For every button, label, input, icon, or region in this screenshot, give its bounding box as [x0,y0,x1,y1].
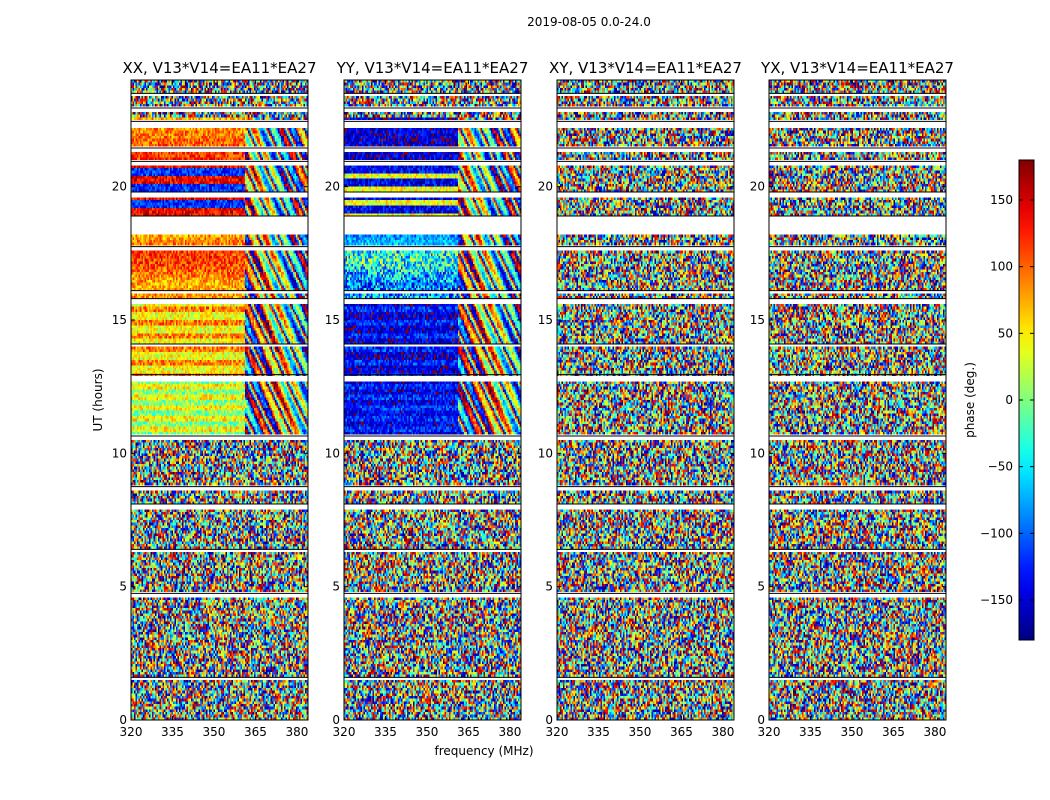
y-tick-label: 20 [750,180,765,194]
x-tick-label: 380 [711,725,734,739]
y-tick-label: 0 [545,713,553,727]
panel-yy: YY, V13*V14=EA11*EA27 320 335 350 365 380 0 5 10… [325,59,529,739]
colorbar-tick-label: 50 [998,326,1013,340]
y-tick-label: 0 [332,713,340,727]
x-tick-label: 380 [923,725,946,739]
heatmap-image [344,80,521,720]
panel-title: XY, V13*V14=EA11*EA27 [549,59,742,77]
colorbar-tick-label: −50 [988,460,1013,474]
figure-suptitle: 2019-08-05 0.0-24.0 [527,15,651,29]
panel-title: YX, V13*V14=EA11*EA27 [760,59,954,77]
y-tick-label: 5 [545,580,553,594]
x-tick-label: 350 [629,725,652,739]
x-tick-label: 335 [587,725,610,739]
y-tick-label: 0 [119,713,127,727]
x-tick-label: 320 [333,725,356,739]
heatmap-image [557,80,734,720]
y-tick-label: 15 [538,313,553,327]
panel-xx: XX, V13*V14=EA11*EA27 320 335 350 365 380 0 5 10… [112,59,317,739]
heatmap-image [769,80,946,720]
colorbar-tick-label: 100 [990,260,1013,274]
y-tick-label: 15 [112,313,127,327]
axes-frame [556,79,735,721]
x-tick-label: 335 [374,725,397,739]
y-tick-label: 0 [757,713,765,727]
axes-frame [343,79,522,721]
heatmap-image [131,80,308,720]
y-tick-label: 5 [757,580,765,594]
x-tick-label: 335 [161,725,184,739]
panel-title: YY, V13*V14=EA11*EA27 [336,59,529,77]
axes-frame [130,79,309,721]
y-tick-label: 5 [332,580,340,594]
x-tick-label: 335 [799,725,822,739]
y-tick-label: 5 [119,580,127,594]
y-tick-label: 10 [750,446,765,460]
colorbar-label: phase (deg.) [963,362,977,438]
y-tick-label: 20 [538,180,553,194]
y-tick-label: 10 [112,446,127,460]
colorbar-tick-label: −100 [980,526,1013,540]
x-tick-label: 380 [498,725,521,739]
x-tick-label: 380 [285,725,308,739]
colorbar-tick-label: −150 [980,593,1013,607]
x-tick-label: 365 [670,725,693,739]
y-tick-label: 10 [538,446,553,460]
x-tick-label: 365 [457,725,480,739]
colorbar: −150 −100 −50 0 50 100 150 [980,159,1035,641]
x-axis-label: frequency (MHz) [434,744,533,758]
y-tick-label: 15 [750,313,765,327]
x-tick-label: 320 [546,725,569,739]
y-tick-label: 10 [325,446,340,460]
panel-xy: XY, V13*V14=EA11*EA27 320 335 350 365 380 0 5 10… [538,59,742,739]
panel-title: XX, V13*V14=EA11*EA27 [122,59,316,77]
panel-yx: YX, V13*V14=EA11*EA27 320 335 350 365 380 0 5 10… [750,59,954,739]
x-tick-label: 320 [120,725,143,739]
x-tick-label: 365 [244,725,267,739]
y-tick-label: 15 [325,313,340,327]
x-tick-label: 350 [416,725,439,739]
y-tick-label: 20 [112,180,127,194]
colorbar-tick-label: 0 [1005,393,1013,407]
panels: XX, V13*V14=EA11*EA27 320 335 350 365 380 0 5 10… [112,59,954,739]
x-tick-label: 365 [882,725,905,739]
axes-frame [768,79,947,721]
x-tick-label: 350 [841,725,864,739]
x-tick-label: 320 [758,725,781,739]
x-tick-label: 350 [203,725,226,739]
colorbar-tick-label: 150 [990,193,1013,207]
y-tick-label: 20 [325,180,340,194]
y-axis-label: UT (hours) [91,368,105,431]
